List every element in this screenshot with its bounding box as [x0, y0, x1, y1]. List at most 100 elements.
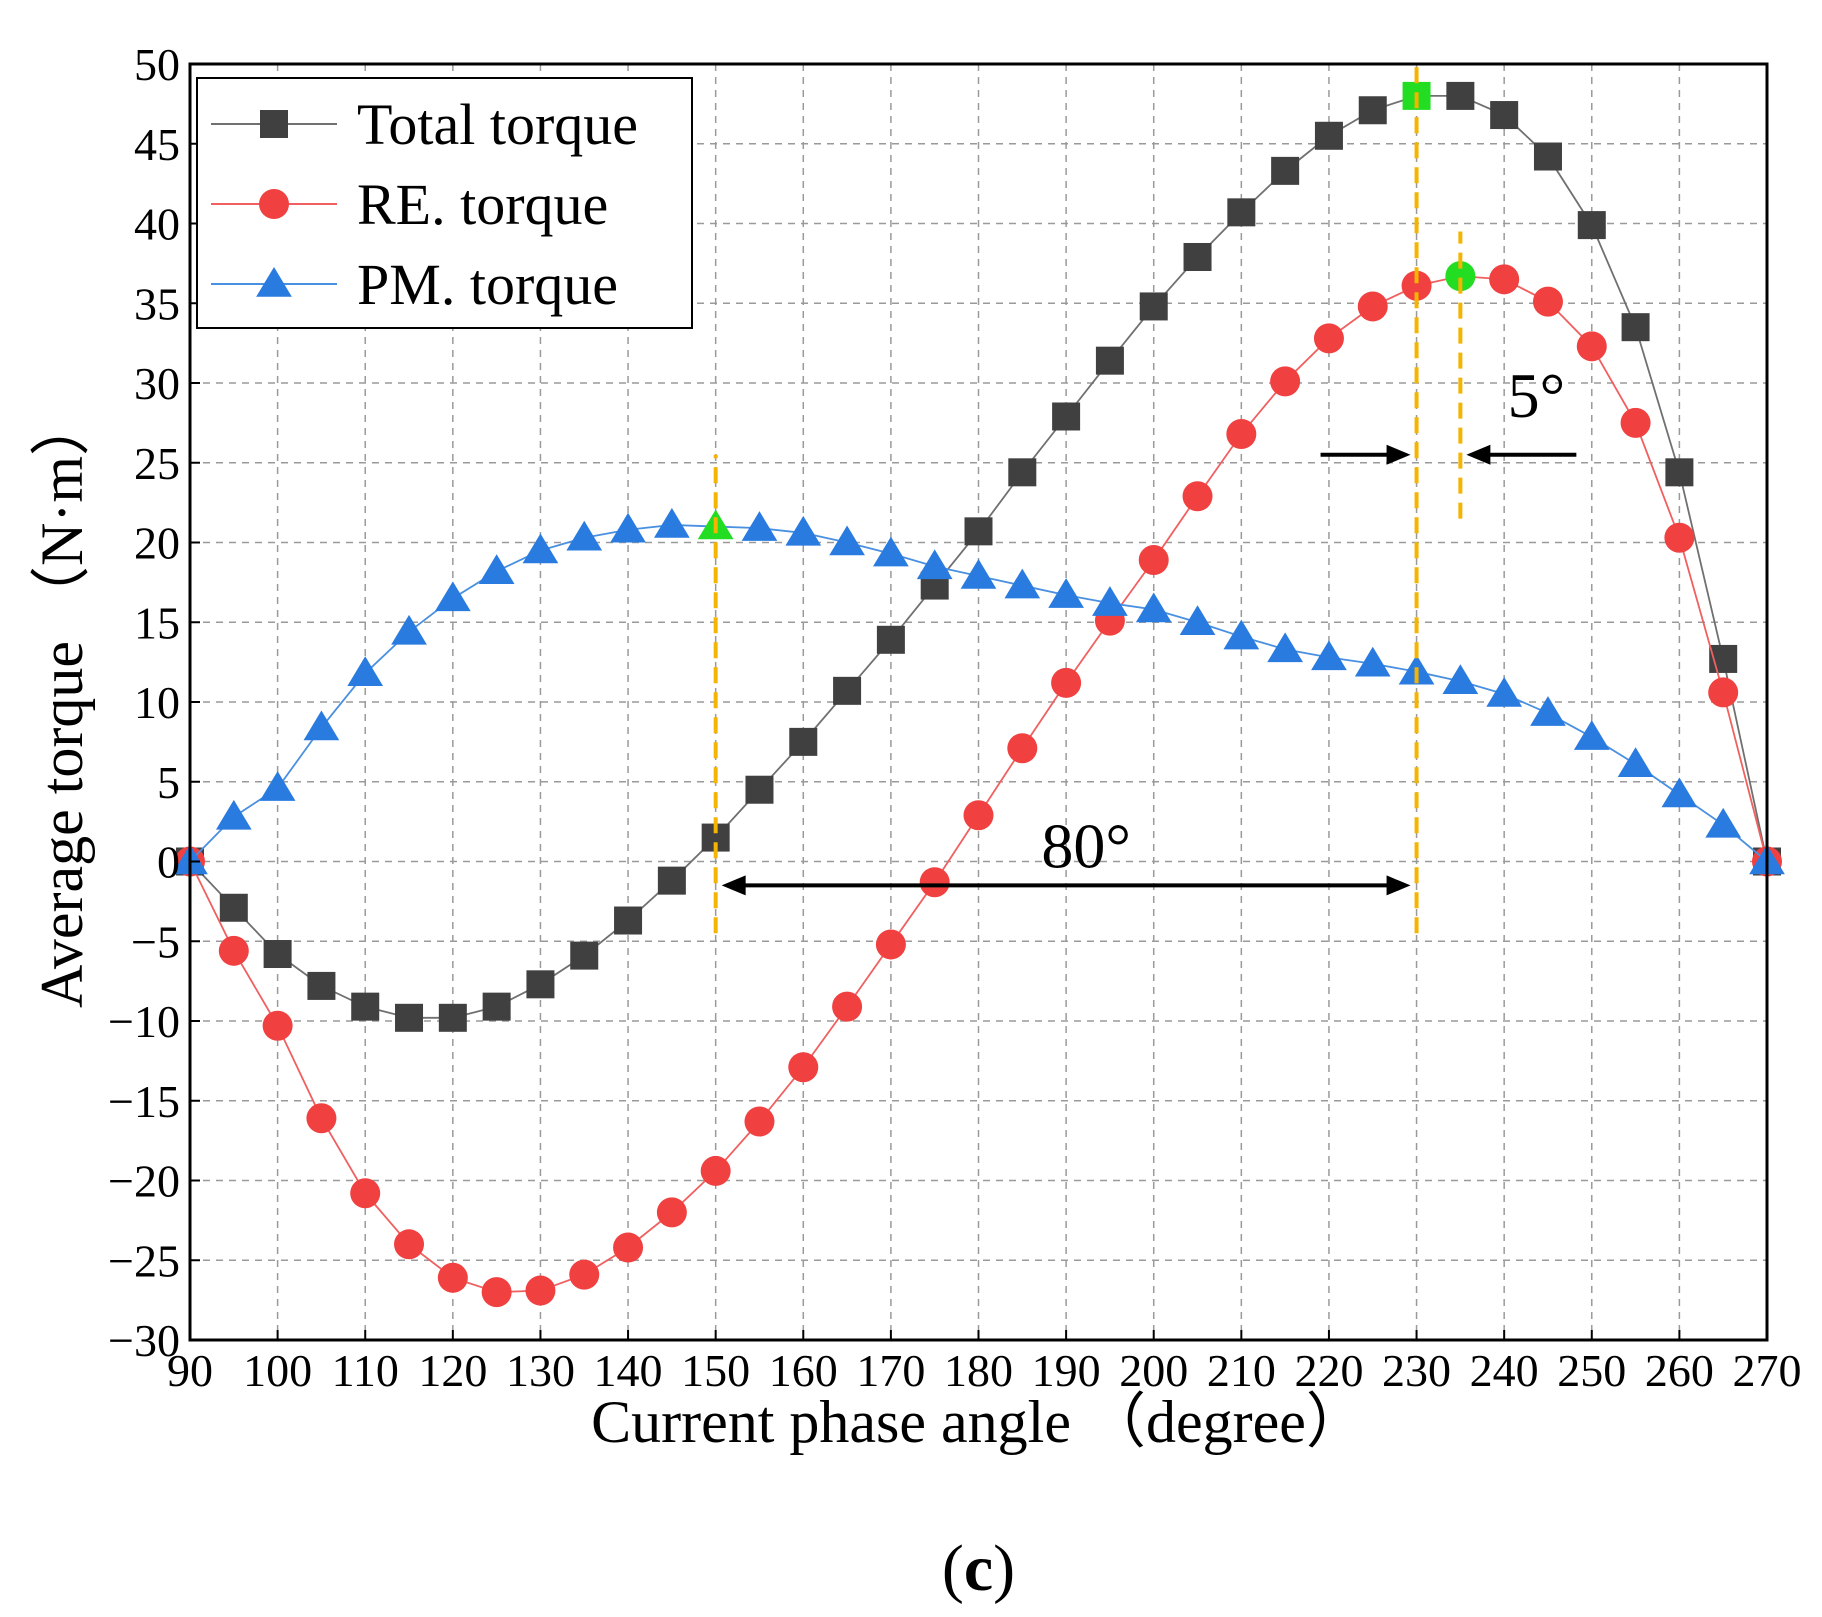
y-tick-label: −20 — [108, 1156, 180, 1207]
data-point — [657, 866, 686, 895]
y-tick-label: −15 — [108, 1076, 180, 1127]
data-point — [394, 1229, 425, 1260]
data-point — [788, 1052, 819, 1083]
x-tick-label: 90 — [167, 1345, 213, 1396]
data-point — [1223, 619, 1260, 650]
data-point — [1313, 323, 1344, 354]
data-point — [613, 1232, 644, 1263]
y-tick-label: 35 — [134, 278, 180, 329]
data-point — [1446, 81, 1475, 110]
panel-label-open: ( — [942, 1532, 964, 1605]
x-tick-label: 120 — [418, 1345, 487, 1396]
data-point — [351, 992, 380, 1021]
x-tick-label: 150 — [681, 1345, 750, 1396]
x-tick-label: 260 — [1645, 1345, 1714, 1396]
x-tick-label: 180 — [944, 1345, 1013, 1396]
data-point — [960, 558, 997, 589]
x-tick-label: 240 — [1470, 1345, 1539, 1396]
y-tick-label: 20 — [134, 518, 180, 569]
legend-item: PM. torque — [211, 252, 618, 317]
data-point — [1314, 121, 1343, 150]
data-point — [1532, 286, 1563, 317]
data-point — [1708, 677, 1739, 708]
data-point — [1442, 664, 1479, 695]
legend-item: RE. torque — [211, 172, 608, 237]
data-point — [1358, 96, 1387, 125]
legend-label: RE. torque — [357, 172, 608, 237]
data-point — [964, 517, 993, 546]
data-point — [1092, 586, 1128, 616]
data-point — [350, 1178, 381, 1209]
data-point — [1008, 458, 1037, 487]
inward-arrow-left-head — [1386, 444, 1411, 465]
data-point — [395, 1003, 424, 1032]
x-tick-label: 270 — [1733, 1345, 1802, 1396]
x-tick-label: 230 — [1382, 1345, 1451, 1396]
data-point — [438, 1003, 467, 1032]
data-point — [1271, 156, 1300, 185]
data-point — [1617, 747, 1654, 777]
y-tick-label: 25 — [134, 438, 180, 489]
x-tick-label: 210 — [1207, 1345, 1276, 1396]
data-point — [1007, 733, 1038, 764]
data-point — [347, 656, 384, 687]
data-point — [654, 507, 690, 538]
y-axis-title: Average torque （N·m） — [29, 396, 95, 1008]
data-point — [1705, 807, 1742, 838]
y-tick-label: 10 — [134, 677, 180, 728]
data-point — [833, 676, 862, 705]
data-point — [916, 549, 953, 580]
y-tick-label: 5 — [157, 757, 180, 808]
data-point — [303, 710, 340, 741]
tick-labels: 90 100 110 120 130 140 150 160 170 180 190 200 210 22… — [108, 39, 1801, 1396]
y-tick-label: 30 — [134, 358, 180, 409]
x-tick-label: 200 — [1119, 1345, 1188, 1396]
y-tick-label: 40 — [134, 199, 180, 250]
panel-label: (c) — [942, 1532, 1015, 1605]
data-point — [785, 515, 822, 546]
x-tick-label: 170 — [856, 1345, 925, 1396]
data-point — [1052, 402, 1081, 431]
data-point — [566, 520, 603, 551]
data-point — [1489, 264, 1520, 295]
panel-label-close: ) — [993, 1532, 1015, 1605]
data-point — [1139, 292, 1168, 321]
data-point — [1095, 346, 1124, 375]
data-point — [1270, 366, 1301, 397]
data-point — [1573, 720, 1610, 750]
data-point — [656, 1197, 687, 1228]
legend-item: Total torque — [211, 92, 638, 157]
data-point — [1621, 313, 1650, 342]
data-point — [1401, 270, 1432, 301]
data-point — [259, 771, 296, 801]
data-point — [522, 533, 559, 564]
data-point — [1664, 522, 1695, 553]
data-point — [263, 940, 292, 969]
y-tick-label: 15 — [134, 597, 180, 648]
data-point — [525, 1275, 556, 1306]
data-point — [1267, 632, 1303, 663]
data-point — [1576, 331, 1607, 362]
data-point — [1620, 407, 1651, 438]
data-point — [219, 893, 248, 922]
data-point — [1138, 545, 1169, 576]
data-point — [1311, 640, 1347, 671]
data-point — [700, 1155, 731, 1186]
legend-marker — [259, 189, 289, 219]
data-point — [789, 727, 818, 756]
data-point — [1354, 646, 1391, 677]
data-point — [744, 1106, 775, 1137]
arrow-head-right — [1386, 875, 1411, 896]
data-point — [1661, 777, 1698, 808]
inward-arrows-label: 5° — [1508, 360, 1566, 431]
x-tick-label: 110 — [332, 1345, 399, 1396]
data-point — [1135, 592, 1172, 623]
data-point — [1357, 291, 1388, 322]
data-point — [1226, 419, 1257, 450]
data-point — [218, 935, 249, 966]
data-point — [919, 867, 950, 898]
data-point — [829, 525, 865, 556]
data-point — [307, 971, 336, 1000]
data-point — [963, 800, 994, 831]
